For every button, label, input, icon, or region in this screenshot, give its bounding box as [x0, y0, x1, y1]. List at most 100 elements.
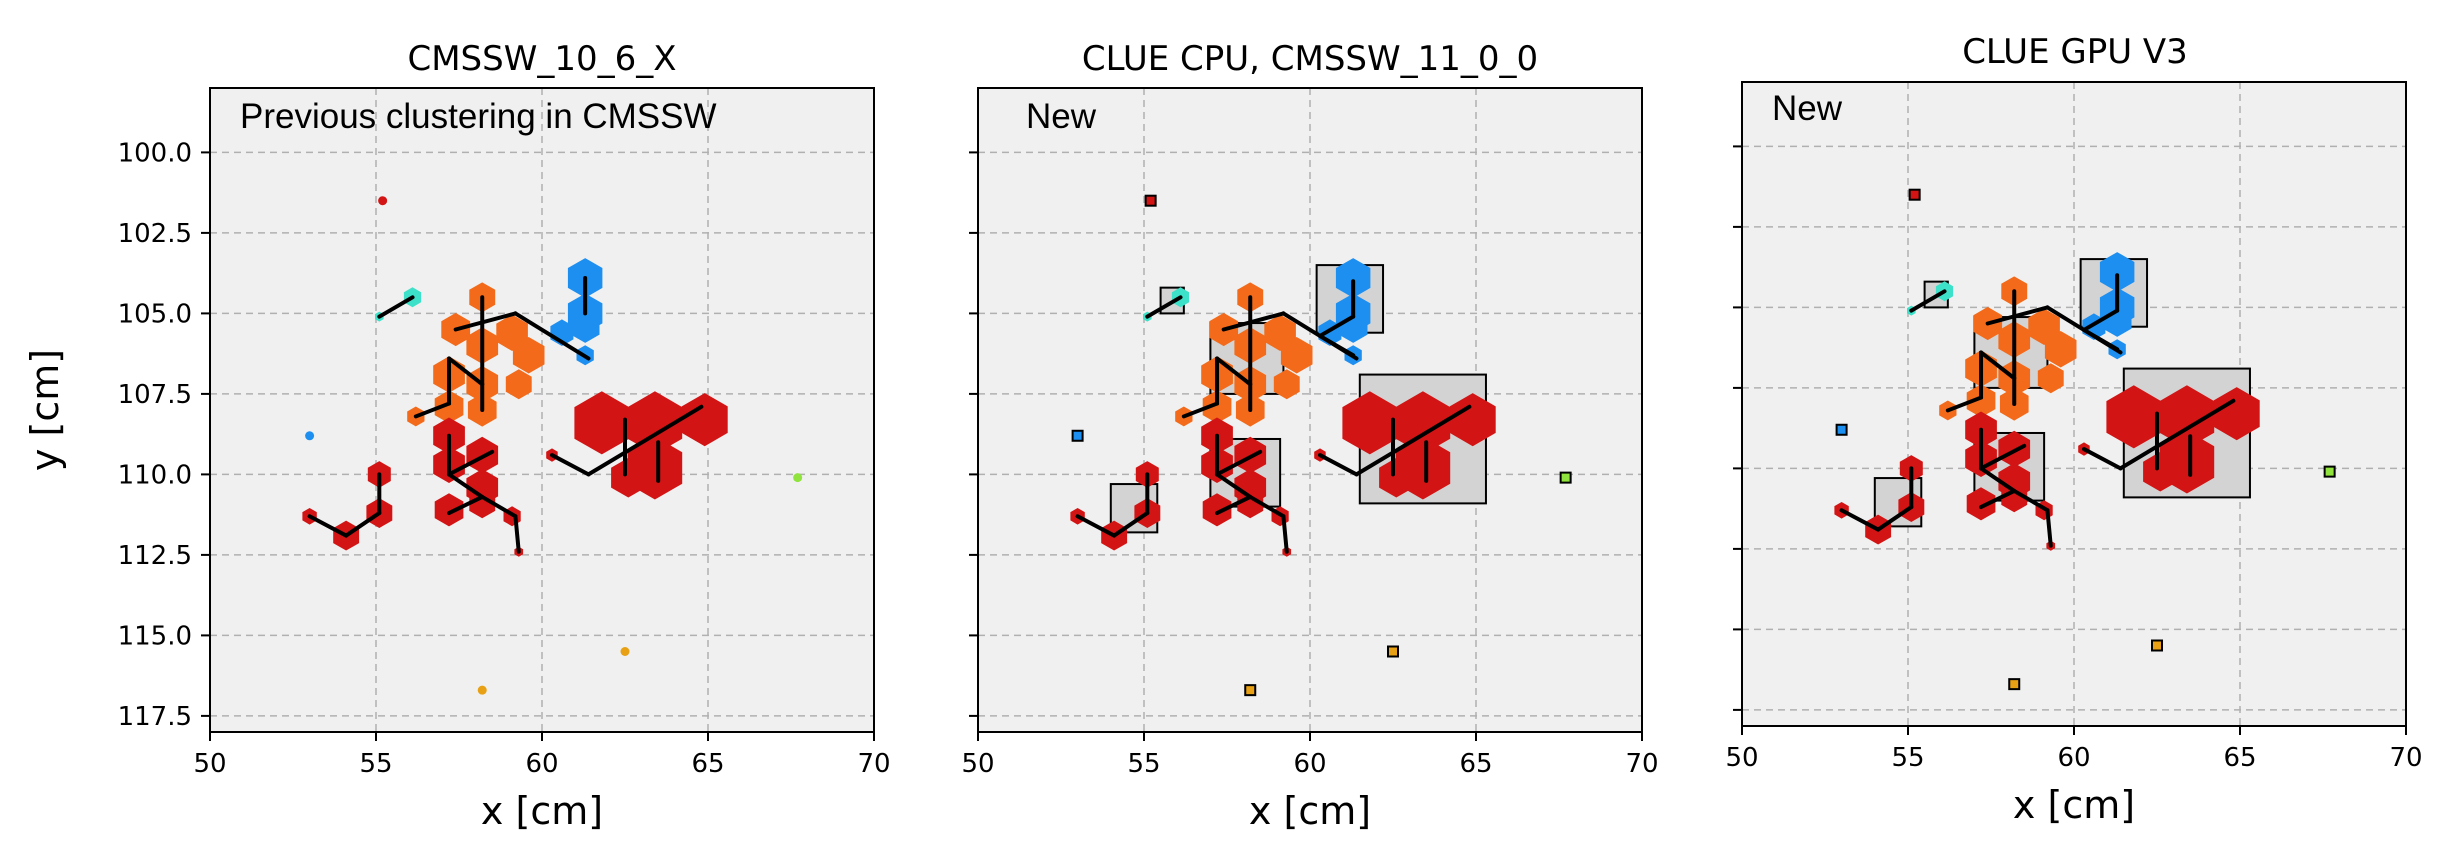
link-red-big [1354, 404, 1472, 477]
link-cyan [1145, 295, 1183, 319]
x-tick-label: 65 [1459, 749, 1492, 779]
hit-blue [1338, 309, 1368, 343]
outlier-point [305, 431, 315, 441]
hit-orange [505, 369, 532, 400]
panel-title: CMSSW_10_6_X [407, 39, 676, 79]
y-tick-label: 105.0 [118, 299, 192, 329]
hit-orange [2028, 308, 2060, 345]
x-axis-label: x [cm] [2013, 783, 2135, 827]
link-orange [1221, 311, 1286, 332]
panel-clue-cpu: CLUE CPU, CMSSW_11_0_0 50 55 60 65 70 x [cm] N… [961, 39, 1658, 833]
x-tick-label: 70 [2389, 743, 2422, 773]
outlier-marker [2008, 678, 2021, 691]
hit-orange [1273, 369, 1300, 400]
link-red-big [1317, 453, 1359, 477]
link-orange [1215, 356, 1253, 387]
link-red-left [447, 472, 485, 499]
link-red-left [2012, 488, 2050, 513]
outlier-marker [2323, 465, 2336, 478]
hit-red-big [2106, 385, 2162, 449]
hit-orange [2044, 331, 2077, 368]
panel-annotation: New [1772, 89, 1843, 128]
link-red-left [1215, 449, 1263, 477]
hit-red-big [2143, 451, 2178, 492]
link-orange [413, 401, 452, 419]
hit-red-big [2159, 385, 2215, 449]
outlier-marker [1387, 645, 1399, 658]
link-orange [453, 311, 518, 332]
x-axis-label: x [cm] [481, 789, 603, 833]
hit-blue [1335, 258, 1371, 298]
link-red-left [513, 514, 521, 554]
hit-orange [1202, 390, 1232, 424]
hit-blue [2102, 303, 2132, 337]
link-orange [1945, 395, 1984, 413]
link-orange [447, 356, 485, 387]
link-orange [513, 311, 591, 361]
link-orange [1181, 401, 1220, 419]
x-tick-label: 60 [525, 749, 558, 779]
hit-red-left [2001, 482, 2028, 513]
link-red-big [2081, 447, 2123, 471]
panel-title: CLUE CPU, CMSSW_11_0_0 [1082, 39, 1538, 79]
hit-red-left [434, 493, 464, 527]
link-red-small [1839, 508, 1881, 532]
link-red-big [2118, 398, 2236, 471]
x-tick-label: 50 [961, 749, 994, 779]
link-orange [1979, 350, 2017, 381]
hit-orange [434, 390, 464, 424]
plot-area [210, 88, 874, 732]
link-red-left [1979, 488, 2017, 510]
link-red-left [1979, 443, 2027, 471]
link-orange [1281, 311, 1359, 361]
link-red-big [549, 453, 591, 477]
link-blue [1317, 314, 1356, 338]
link-red-left [1248, 494, 1286, 519]
link-red-left [1281, 514, 1289, 554]
link-red-small [1112, 511, 1150, 538]
link-cyan [377, 295, 415, 319]
y-tick-label: 115.0 [118, 621, 192, 651]
x-tick-label: 65 [2223, 743, 2256, 773]
plot-area [1742, 82, 2406, 726]
y-tick-label: 107.5 [118, 380, 192, 410]
hit-orange [496, 314, 528, 351]
plot-area [978, 88, 1642, 732]
hit-red-big [1342, 391, 1398, 455]
hit-red-left [1237, 488, 1264, 519]
link-blue [2081, 308, 2120, 332]
panel-cmssw-10-6-x: CMSSW_10_6_X 50 55 60 65 70 100.0 102.5 105.0 10… [23, 39, 891, 833]
panel-clue-gpu: CLUE GPU V3 50 55 60 65 70 x [cm] New [1725, 32, 2422, 827]
y-axis-label: y [cm] [23, 349, 67, 471]
hit-red-big [611, 457, 646, 498]
hit-red-left [469, 488, 496, 519]
y-tick-label: 110.0 [118, 460, 192, 490]
hit-red-big [1449, 393, 1496, 447]
hit-red-big [574, 391, 630, 455]
link-orange [2045, 305, 2123, 355]
link-red-small [307, 514, 349, 538]
link-orange [1985, 305, 2050, 326]
outlier-point [620, 647, 630, 656]
hit-orange [2037, 363, 2064, 394]
x-tick-label: 60 [1293, 749, 1326, 779]
x-tick-label: 50 [193, 749, 226, 779]
link-red-big [586, 404, 704, 477]
outlier-point [378, 196, 388, 206]
y-tick-label: 112.5 [118, 541, 192, 571]
link-red-left [2045, 508, 2053, 548]
outlier-marker [2151, 639, 2163, 652]
y-tick-label: 100.0 [118, 138, 192, 168]
outlier-marker [1835, 423, 1848, 436]
hit-red-big [1395, 391, 1451, 455]
outlier-marker [1559, 471, 1572, 484]
hit-orange [1280, 337, 1313, 374]
link-red-left [1215, 494, 1253, 516]
link-cyan [1909, 289, 1947, 313]
panel-annotation: New [1026, 97, 1097, 136]
hit-red-big [1379, 457, 1414, 498]
link-red-small [1876, 505, 1914, 532]
x-tick-label: 65 [691, 749, 724, 779]
link-red-small [1075, 514, 1117, 538]
